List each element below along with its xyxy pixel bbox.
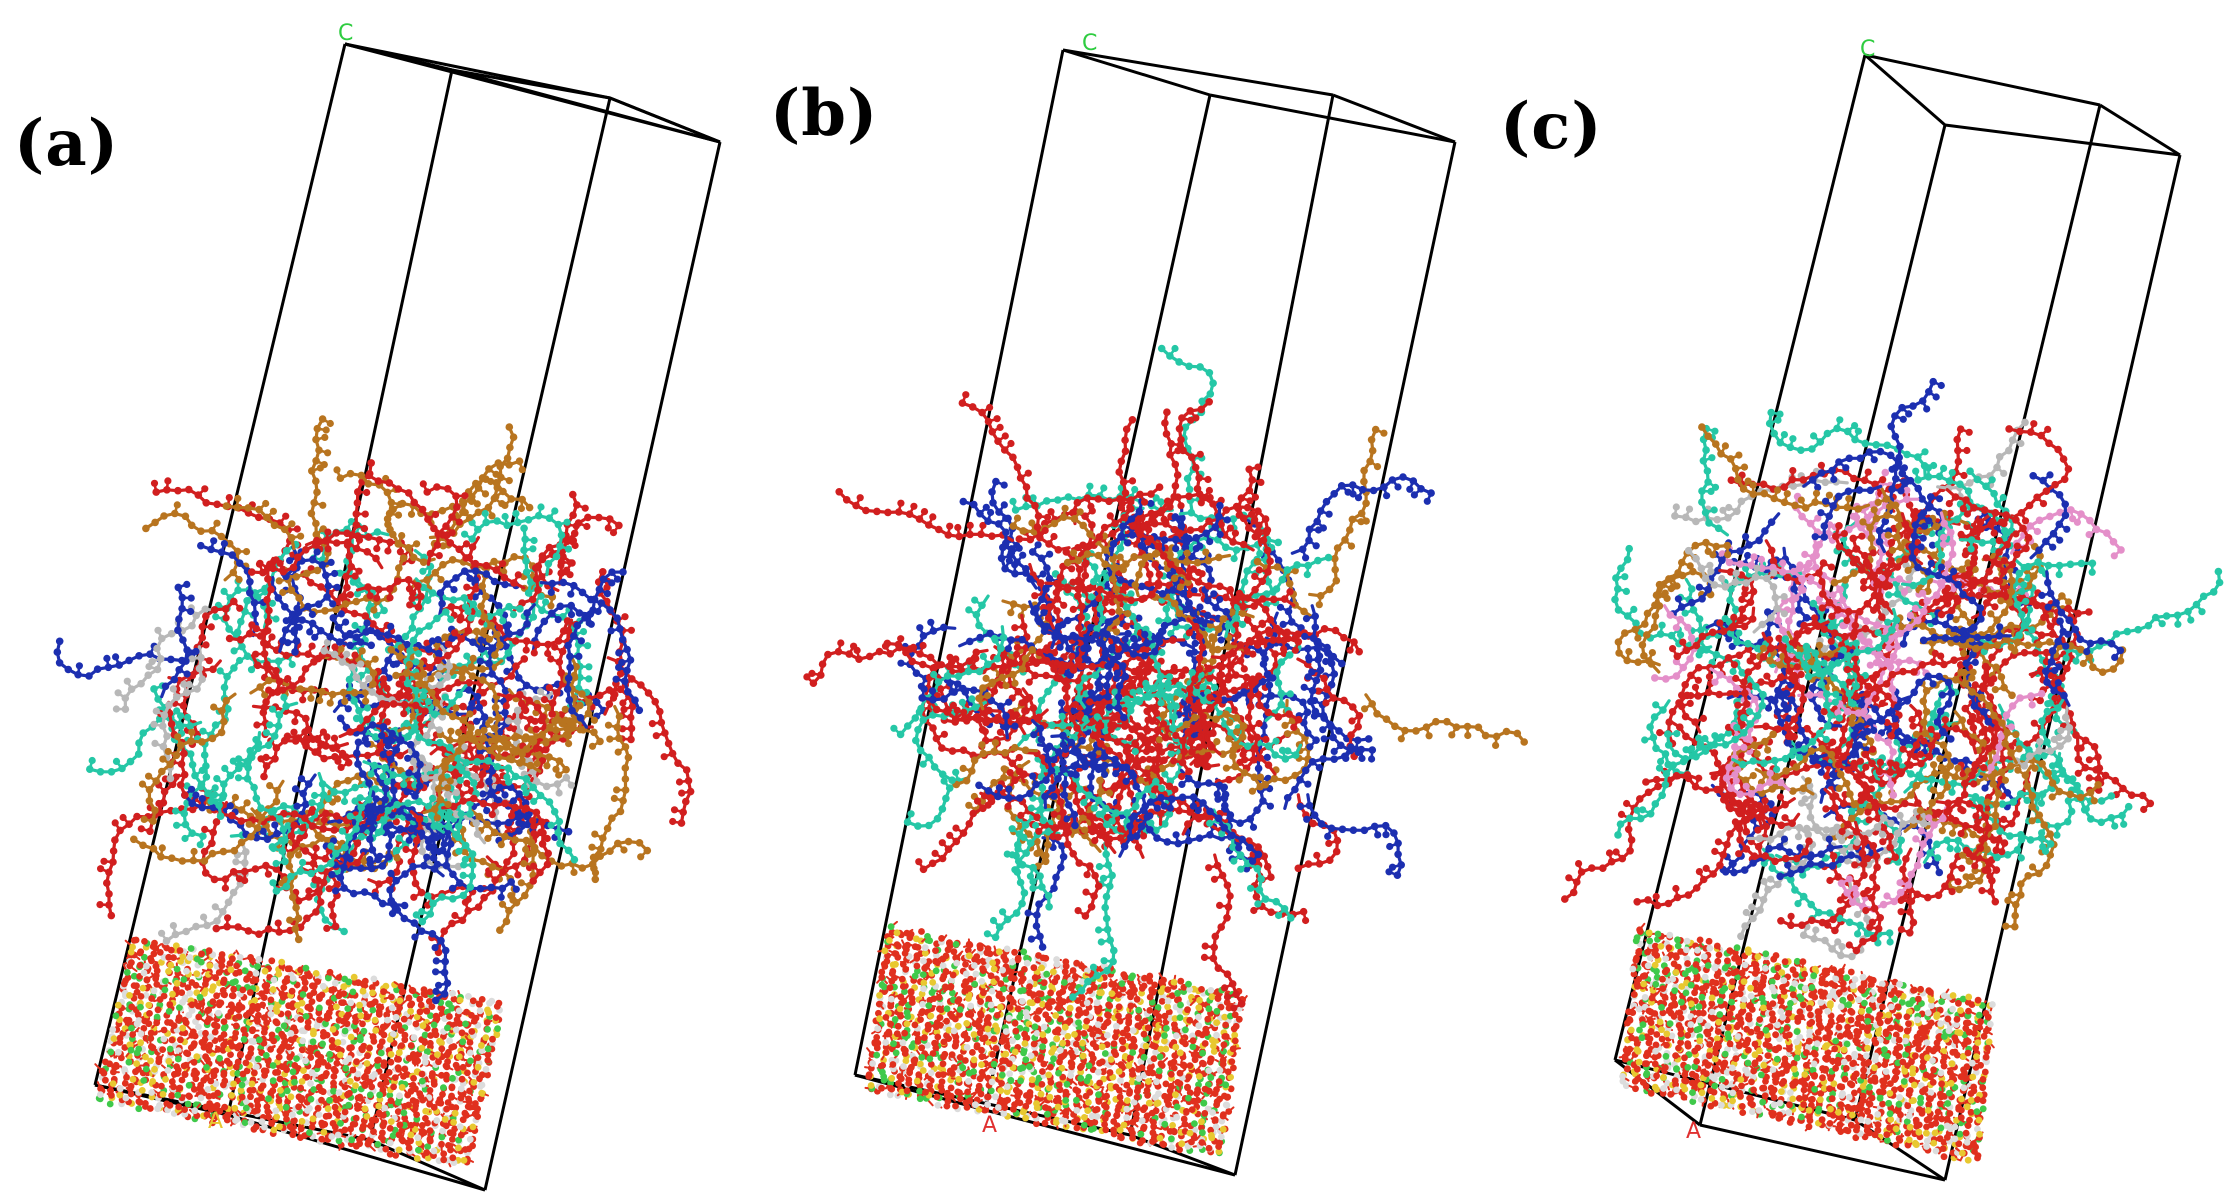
a-axis-label-b: A (982, 1113, 997, 1138)
panel-c: C A (1561, 37, 2223, 1180)
panel-b: C A (803, 31, 1528, 1175)
c-axis-label-a: C (338, 21, 353, 46)
molecules-b (803, 345, 1528, 1012)
panel-label-a: (a) (14, 112, 119, 176)
panel-label-c: (c) (1500, 95, 1603, 159)
substrate-c (1619, 924, 1996, 1164)
panel-label-b: (b) (770, 82, 878, 146)
substrate-b (865, 922, 1247, 1156)
c-axis-label-b: C (1082, 31, 1097, 56)
a-axis-label-c: A (1686, 1119, 1701, 1144)
a-axis-label-a: A (208, 1109, 223, 1134)
panel-a: C A (54, 21, 721, 1190)
c-axis-label-c: C (1860, 37, 1875, 62)
molecules-a (54, 415, 695, 1004)
